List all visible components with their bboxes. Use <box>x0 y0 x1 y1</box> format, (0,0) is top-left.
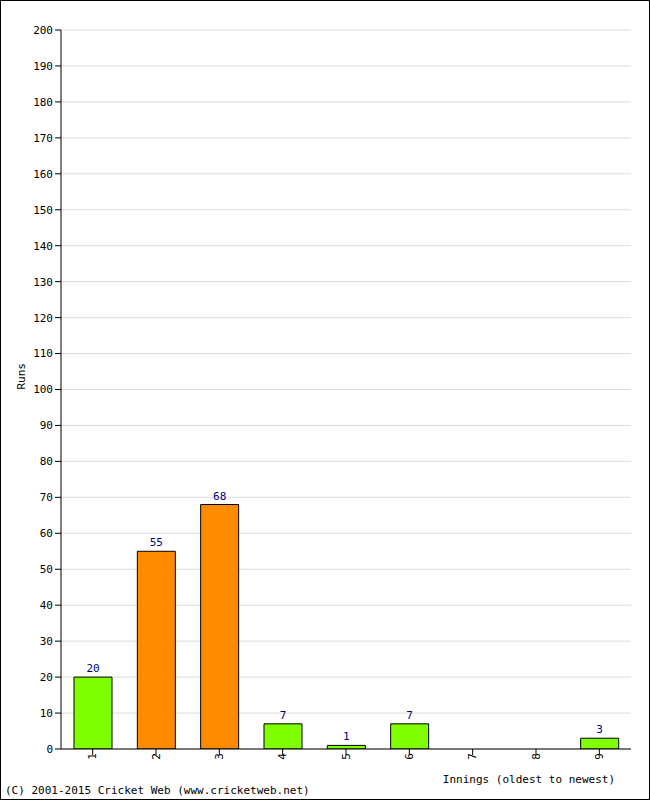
svg-text:1: 1 <box>86 753 99 760</box>
svg-text:3: 3 <box>596 723 603 736</box>
svg-text:3: 3 <box>213 753 226 760</box>
svg-text:160: 160 <box>33 168 53 181</box>
svg-text:150: 150 <box>33 204 53 217</box>
svg-text:170: 170 <box>33 132 53 145</box>
svg-text:80: 80 <box>40 455 53 468</box>
svg-text:8: 8 <box>530 753 543 760</box>
svg-text:140: 140 <box>33 240 53 253</box>
svg-text:130: 130 <box>33 276 53 289</box>
svg-text:4: 4 <box>276 753 289 760</box>
svg-text:190: 190 <box>33 60 53 73</box>
svg-text:110: 110 <box>33 347 53 360</box>
svg-text:Innings (oldest to newest): Innings (oldest to newest) <box>443 773 615 786</box>
svg-text:50: 50 <box>40 563 53 576</box>
svg-text:Runs: Runs <box>15 363 28 390</box>
svg-text:20: 20 <box>86 662 99 675</box>
svg-text:70: 70 <box>40 491 53 504</box>
svg-text:7: 7 <box>406 709 413 722</box>
svg-text:6: 6 <box>403 753 416 760</box>
svg-text:7: 7 <box>466 753 479 760</box>
svg-text:60: 60 <box>40 527 53 540</box>
svg-text:10: 10 <box>40 707 53 720</box>
svg-text:100: 100 <box>33 383 53 396</box>
svg-text:5: 5 <box>340 753 353 760</box>
svg-text:9: 9 <box>593 753 606 760</box>
svg-text:120: 120 <box>33 312 53 325</box>
svg-text:55: 55 <box>150 536 163 549</box>
svg-text:40: 40 <box>40 599 53 612</box>
svg-text:0: 0 <box>46 743 53 756</box>
svg-text:180: 180 <box>33 96 53 109</box>
svg-text:2: 2 <box>150 753 163 760</box>
svg-text:20: 20 <box>40 671 53 684</box>
html-text:(C) 2001-2015 Cricket Web (www: (C) 2001-2015 Cricket Web (www.cricketwe… <box>5 784 310 797</box>
svg-text:1: 1 <box>343 730 350 743</box>
svg-text:7: 7 <box>280 709 287 722</box>
svg-text:200: 200 <box>33 24 53 37</box>
svg-text:30: 30 <box>40 635 53 648</box>
svg-text:90: 90 <box>40 419 53 432</box>
svg-text:68: 68 <box>213 490 226 503</box>
